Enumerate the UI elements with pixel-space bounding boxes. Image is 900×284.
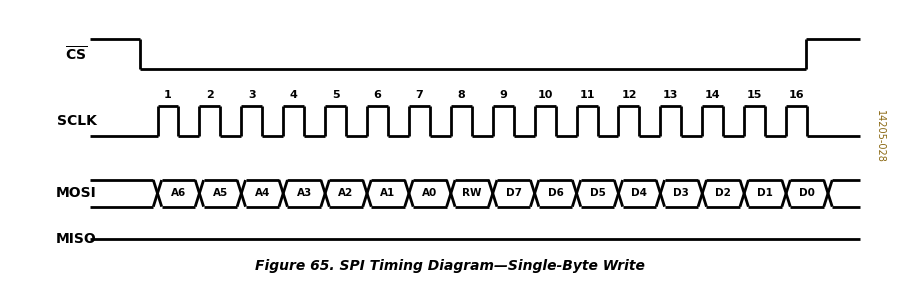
Text: 14205-028: 14205-028 [875, 110, 885, 163]
Text: 2: 2 [206, 90, 214, 100]
Text: 8: 8 [457, 90, 465, 100]
Text: A2: A2 [338, 188, 354, 198]
Text: D3: D3 [673, 188, 689, 198]
Text: 12: 12 [621, 90, 636, 100]
Text: 4: 4 [290, 90, 298, 100]
Text: 16: 16 [788, 90, 805, 100]
Text: A1: A1 [381, 188, 396, 198]
Text: D4: D4 [632, 188, 647, 198]
Text: D1: D1 [757, 188, 773, 198]
Text: 1: 1 [164, 90, 172, 100]
Text: 9: 9 [500, 90, 508, 100]
Text: 11: 11 [580, 90, 595, 100]
Text: MISO: MISO [56, 232, 97, 246]
Text: 6: 6 [374, 90, 382, 100]
Text: A6: A6 [171, 188, 186, 198]
Text: D7: D7 [506, 188, 522, 198]
Text: D0: D0 [799, 188, 815, 198]
Text: A3: A3 [296, 188, 311, 198]
Text: D6: D6 [548, 188, 563, 198]
Text: 14: 14 [705, 90, 721, 100]
Text: 3: 3 [248, 90, 256, 100]
Text: 5: 5 [332, 90, 339, 100]
Text: MOSI: MOSI [56, 186, 97, 200]
Text: 7: 7 [416, 90, 423, 100]
Text: Figure 65. SPI Timing Diagram—Single-Byte Write: Figure 65. SPI Timing Diagram—Single-Byt… [255, 259, 645, 273]
Text: A0: A0 [422, 188, 437, 198]
Text: RW: RW [462, 188, 482, 198]
Text: SCLK: SCLK [57, 114, 96, 128]
Text: $\overline{\mathbf{CS}}$: $\overline{\mathbf{CS}}$ [66, 45, 87, 64]
Text: A4: A4 [255, 188, 270, 198]
Text: D2: D2 [716, 188, 731, 198]
Text: 10: 10 [537, 90, 553, 100]
Text: A5: A5 [212, 188, 228, 198]
Text: D5: D5 [590, 188, 606, 198]
Text: 13: 13 [663, 90, 679, 100]
Text: 15: 15 [747, 90, 762, 100]
